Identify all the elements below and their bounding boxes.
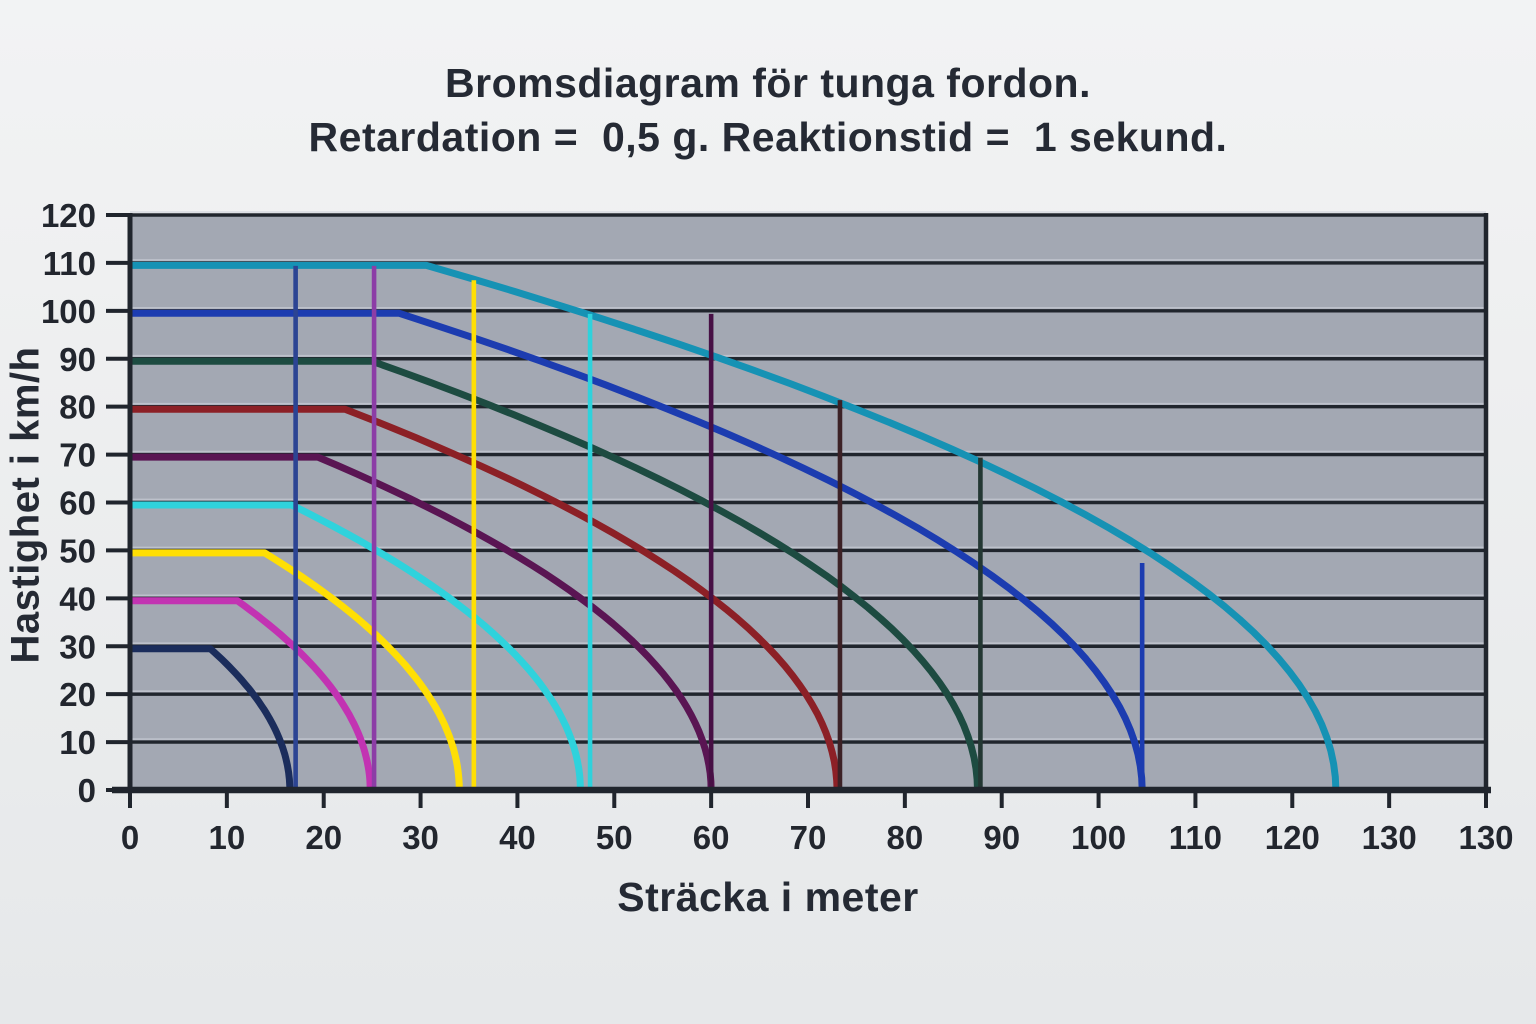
svg-text:100: 100 bbox=[1071, 819, 1126, 856]
svg-text:60: 60 bbox=[693, 819, 730, 856]
svg-text:90: 90 bbox=[59, 341, 96, 378]
svg-text:110: 110 bbox=[1169, 819, 1222, 856]
svg-text:130: 130 bbox=[1458, 819, 1513, 856]
svg-text:110: 110 bbox=[43, 245, 96, 282]
x-axis-title: Sträcka i meter bbox=[617, 874, 919, 920]
svg-text:50: 50 bbox=[59, 532, 96, 569]
chart-title: Bromsdiagram för tunga fordon. bbox=[445, 60, 1091, 106]
svg-text:20: 20 bbox=[59, 676, 96, 713]
svg-text:20: 20 bbox=[305, 819, 342, 856]
svg-text:30: 30 bbox=[402, 819, 439, 856]
svg-text:120: 120 bbox=[1265, 819, 1320, 856]
svg-text:50: 50 bbox=[596, 819, 633, 856]
svg-text:90: 90 bbox=[983, 819, 1020, 856]
svg-text:80: 80 bbox=[59, 389, 96, 426]
svg-text:40: 40 bbox=[499, 819, 536, 856]
svg-text:130: 130 bbox=[1362, 819, 1417, 856]
svg-text:40: 40 bbox=[59, 580, 96, 617]
svg-text:70: 70 bbox=[59, 437, 96, 474]
svg-text:10: 10 bbox=[208, 819, 245, 856]
svg-text:120: 120 bbox=[41, 197, 96, 234]
chart-subtitle: Retardation = 0,5 g. Reaktionstid = 1 se… bbox=[308, 114, 1228, 160]
svg-text:30: 30 bbox=[59, 628, 96, 665]
svg-text:60: 60 bbox=[59, 485, 96, 522]
svg-text:80: 80 bbox=[886, 819, 923, 856]
svg-text:100: 100 bbox=[41, 293, 96, 330]
svg-text:0: 0 bbox=[121, 819, 139, 856]
svg-text:70: 70 bbox=[790, 819, 827, 856]
svg-text:10: 10 bbox=[59, 724, 96, 761]
svg-text:0: 0 bbox=[78, 772, 96, 809]
